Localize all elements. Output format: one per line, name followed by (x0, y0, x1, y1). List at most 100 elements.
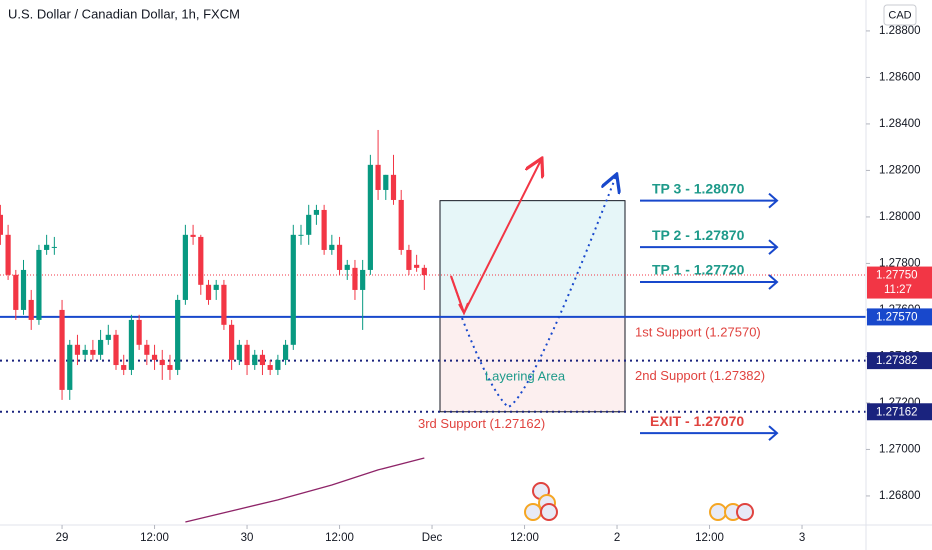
y-tick-label: 1.27000 (879, 443, 921, 455)
candle-body (28, 299, 34, 320)
annotation-label: EXIT - 1.27070 (650, 413, 744, 429)
currency-box[interactable] (883, 4, 917, 26)
candle-body (275, 359, 281, 370)
x-tick-label: 12:00 (325, 532, 354, 544)
price-tag-label: 1.27570 (876, 311, 918, 323)
event-icon (709, 503, 727, 521)
candle-body (51, 246, 57, 248)
x-tick-label: 12:00 (695, 532, 724, 544)
price-tag-countdown: 11:27 (884, 284, 912, 296)
price-tag (867, 403, 932, 421)
candle-body (105, 334, 111, 340)
candle-body (360, 269, 366, 290)
candle-body (5, 234, 11, 275)
candle-body (113, 334, 119, 366)
candle-body (367, 164, 373, 270)
candle-body (267, 365, 273, 370)
candle-body (182, 234, 188, 300)
y-tick-label: 1.28400 (879, 118, 921, 130)
annotation-label: 3rd Support (1.27162) (418, 416, 545, 431)
candle-body (74, 344, 81, 355)
x-tick-label: 12:00 (510, 532, 539, 544)
candle-body (151, 354, 158, 360)
annotation-label: 2nd Support (1.27382) (635, 368, 765, 383)
candle-body (329, 244, 335, 250)
annotation-label: TP 3 - 1.28070 (652, 180, 745, 196)
drawings (450, 160, 754, 521)
red-arrow-head (450, 275, 469, 316)
candle-body (13, 274, 19, 310)
area-label: Layering Area (485, 368, 566, 383)
candle-body (59, 309, 65, 390)
candle-body (136, 319, 142, 345)
candle-body (128, 319, 135, 370)
candle-body (221, 284, 227, 325)
annotation-label: 1st Support (1.27570) (635, 324, 761, 339)
annotation-arrow-head (768, 239, 779, 255)
candle-body (82, 349, 88, 355)
candle-body (144, 344, 150, 355)
candle-body (36, 249, 42, 320)
candle-body (406, 249, 412, 270)
candle-body (383, 174, 389, 190)
price-tag-label: 1.27162 (876, 406, 918, 418)
candle-body (344, 264, 350, 270)
currency-label[interactable]: CAD (888, 9, 911, 21)
y-tick-label: 1.27800 (879, 257, 921, 269)
candle-body (213, 284, 219, 290)
candle-body (375, 164, 381, 190)
candle-body (290, 234, 296, 345)
x-tick-label: 30 (241, 532, 254, 544)
y-tick-label: 1.28600 (879, 71, 921, 83)
x-tick-label: 29 (56, 532, 69, 544)
candle-body (44, 244, 50, 250)
event-flags (524, 482, 754, 521)
annotation-arrow-head (768, 274, 779, 290)
annotation-arrow-head (768, 192, 779, 209)
candle-body (282, 344, 289, 360)
blue-dotted-arrow (461, 176, 616, 409)
axes: 1.28800 1.28600 1.28400 1.28200 1.28000 1.278… (56, 25, 932, 544)
x-tick-label: Dec (422, 532, 443, 544)
y-tick-label: 1.28000 (879, 211, 921, 223)
candle-body (205, 284, 212, 300)
candle-body (421, 267, 427, 276)
chart-title: U.S. Dollar / Canadian Dollar, 1h, FXCM (8, 6, 240, 21)
x-tick-label: 12:00 (140, 532, 169, 544)
candle-body (67, 344, 73, 390)
candle-body (313, 209, 320, 215)
candle-body (0, 214, 3, 235)
event-icon (540, 503, 558, 521)
candle-body (252, 354, 258, 366)
candle-body (190, 234, 196, 237)
candle-body (198, 236, 204, 285)
candle-body (398, 199, 404, 250)
candle-body (90, 349, 96, 355)
candle-body (321, 209, 327, 250)
y-tick-label: 1.28200 (879, 164, 921, 176)
candle-body (390, 174, 397, 200)
candle-body (97, 339, 104, 355)
price-tag-label: 1.27382 (876, 355, 918, 367)
candle-body (236, 344, 242, 360)
x-tick-label: 3 (799, 532, 805, 544)
plot: TP 3 - 1.28070 TP 2 - 1.27870 TP 1 - 1.277… (0, 129, 866, 523)
candle-body (352, 267, 358, 290)
candle-body (159, 359, 165, 366)
x-tick-label: 2 (614, 532, 620, 544)
zone (439, 316, 626, 413)
candle-body (414, 264, 420, 268)
candle-body (298, 234, 304, 236)
candle-body (336, 244, 343, 270)
annotation-arrow-head (768, 425, 779, 441)
candle-body (306, 214, 312, 235)
candle-body (20, 269, 27, 310)
price-tag (867, 266, 932, 299)
price-tag-label: 1.27750 (876, 270, 918, 282)
price-tag (867, 308, 932, 326)
candle-body (259, 354, 266, 366)
annotation-label: TP 1 - 1.27720 (652, 262, 745, 278)
candle-body (229, 324, 235, 360)
event-icon (736, 503, 754, 521)
